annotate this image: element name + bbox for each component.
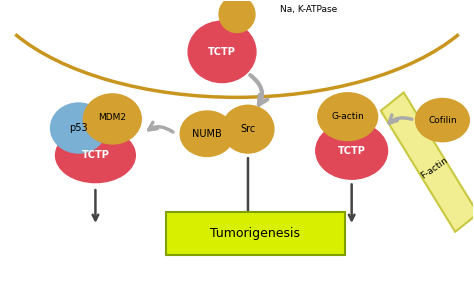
Ellipse shape	[83, 94, 141, 144]
Ellipse shape	[318, 93, 378, 140]
Ellipse shape	[316, 122, 388, 179]
Text: Cofilin: Cofilin	[428, 116, 457, 124]
Text: TCTP: TCTP	[338, 146, 365, 156]
FancyArrowPatch shape	[389, 115, 412, 123]
Ellipse shape	[51, 103, 106, 153]
FancyBboxPatch shape	[166, 212, 345, 255]
Text: G-actin: G-actin	[331, 112, 364, 121]
Ellipse shape	[55, 128, 135, 183]
Text: TCTP: TCTP	[208, 47, 236, 57]
Ellipse shape	[180, 111, 234, 157]
Text: Src: Src	[240, 124, 255, 134]
Ellipse shape	[219, 0, 255, 33]
Text: TCTP: TCTP	[82, 150, 109, 160]
Text: F-actin: F-actin	[419, 155, 450, 180]
FancyArrowPatch shape	[149, 122, 173, 132]
Ellipse shape	[416, 99, 469, 142]
Text: Na, K-ATPase: Na, K-ATPase	[280, 5, 337, 14]
Text: Tumorigenesis: Tumorigenesis	[210, 227, 300, 240]
Text: MDM2: MDM2	[99, 113, 127, 122]
FancyArrowPatch shape	[250, 75, 267, 105]
Text: p53: p53	[69, 123, 88, 133]
Ellipse shape	[222, 105, 274, 153]
Polygon shape	[381, 92, 474, 232]
Ellipse shape	[188, 21, 256, 83]
Text: NUMB: NUMB	[192, 129, 222, 139]
